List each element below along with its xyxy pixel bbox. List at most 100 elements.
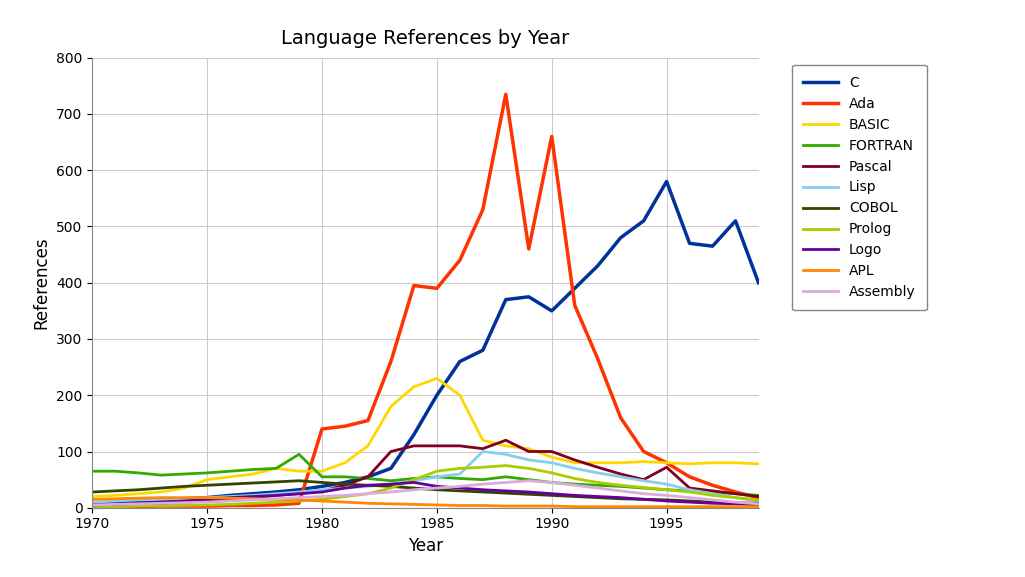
Prolog (730, 494, 742, 501)
Lisp (270, 490, 282, 497)
Prolog (454, 465, 466, 472)
BASIC (660, 459, 672, 466)
COBOL (247, 479, 259, 486)
Pascal (569, 456, 581, 463)
Pascal (499, 437, 511, 444)
FORTRAN (454, 475, 466, 482)
APL (706, 503, 719, 510)
FORTRAN (430, 473, 443, 480)
FORTRAN (384, 477, 397, 484)
Ada (109, 503, 121, 510)
C (155, 496, 167, 503)
C (706, 243, 719, 250)
COBOL (752, 500, 765, 507)
Ada (454, 257, 466, 264)
APL (201, 494, 213, 501)
C (339, 479, 352, 486)
Line: Assembly: Assembly (92, 481, 758, 505)
Logo (316, 489, 328, 496)
Line: Ada: Ada (92, 94, 758, 507)
BASIC (247, 471, 259, 478)
FORTRAN (615, 483, 627, 490)
APL (316, 497, 328, 504)
Prolog (293, 497, 305, 504)
APL (223, 494, 236, 501)
C (477, 347, 489, 354)
Legend: C, Ada, BASIC, FORTRAN, Pascal, Lisp, COBOL, Prolog, Logo, APL, Assembly: C, Ada, BASIC, FORTRAN, Pascal, Lisp, CO… (792, 65, 927, 310)
Pascal (86, 501, 98, 508)
FORTRAN (660, 486, 672, 493)
Prolog (499, 462, 511, 469)
FORTRAN (523, 476, 535, 483)
Logo (706, 500, 719, 507)
Assembly (362, 490, 374, 497)
Pascal (155, 500, 167, 507)
Assembly (660, 492, 672, 499)
APL (384, 500, 397, 507)
Ada (477, 206, 489, 213)
COBOL (454, 488, 466, 494)
Prolog (523, 465, 535, 472)
C (362, 473, 374, 480)
APL (178, 494, 191, 501)
Prolog (178, 502, 191, 509)
Logo (132, 500, 145, 507)
BASIC (132, 490, 145, 497)
COBOL (706, 499, 719, 505)
COBOL (499, 490, 511, 497)
BASIC (615, 459, 627, 466)
Prolog (615, 482, 627, 489)
Assembly (523, 477, 535, 484)
COBOL (201, 482, 213, 489)
Prolog (270, 499, 282, 505)
Ada (408, 282, 420, 289)
C (591, 263, 604, 269)
COBOL (408, 485, 420, 492)
COBOL (615, 495, 627, 502)
COBOL (132, 486, 145, 493)
COBOL (430, 486, 443, 493)
Prolog (155, 503, 167, 509)
Pascal (615, 471, 627, 478)
Logo (384, 481, 397, 488)
Pascal (178, 499, 191, 505)
FORTRAN (293, 451, 305, 458)
COBOL (684, 497, 696, 504)
APL (247, 495, 259, 502)
Assembly (155, 500, 167, 507)
Logo (454, 485, 466, 492)
C (86, 500, 98, 507)
COBOL (638, 496, 650, 503)
Lisp (132, 496, 145, 503)
BASIC (201, 476, 213, 483)
BASIC (730, 459, 742, 466)
C (201, 494, 213, 501)
APL (430, 501, 443, 508)
APL (752, 503, 765, 510)
C (615, 234, 627, 241)
FORTRAN (339, 473, 352, 480)
Pascal (223, 496, 236, 503)
Line: Pascal: Pascal (92, 440, 758, 505)
C (752, 279, 765, 286)
Assembly (752, 500, 765, 507)
COBOL (109, 488, 121, 494)
APL (477, 502, 489, 509)
Prolog (384, 485, 397, 492)
Pascal (316, 488, 328, 494)
Line: C: C (92, 181, 758, 503)
APL (454, 502, 466, 509)
APL (408, 501, 420, 508)
BASIC (454, 392, 466, 399)
Assembly (477, 481, 489, 488)
APL (523, 503, 535, 509)
FORTRAN (408, 475, 420, 482)
Logo (615, 494, 627, 501)
Pascal (430, 443, 443, 449)
C (408, 431, 420, 438)
Prolog (706, 492, 719, 499)
BASIC (339, 459, 352, 466)
Assembly (499, 479, 511, 486)
COBOL (477, 489, 489, 496)
Ada (178, 503, 191, 509)
